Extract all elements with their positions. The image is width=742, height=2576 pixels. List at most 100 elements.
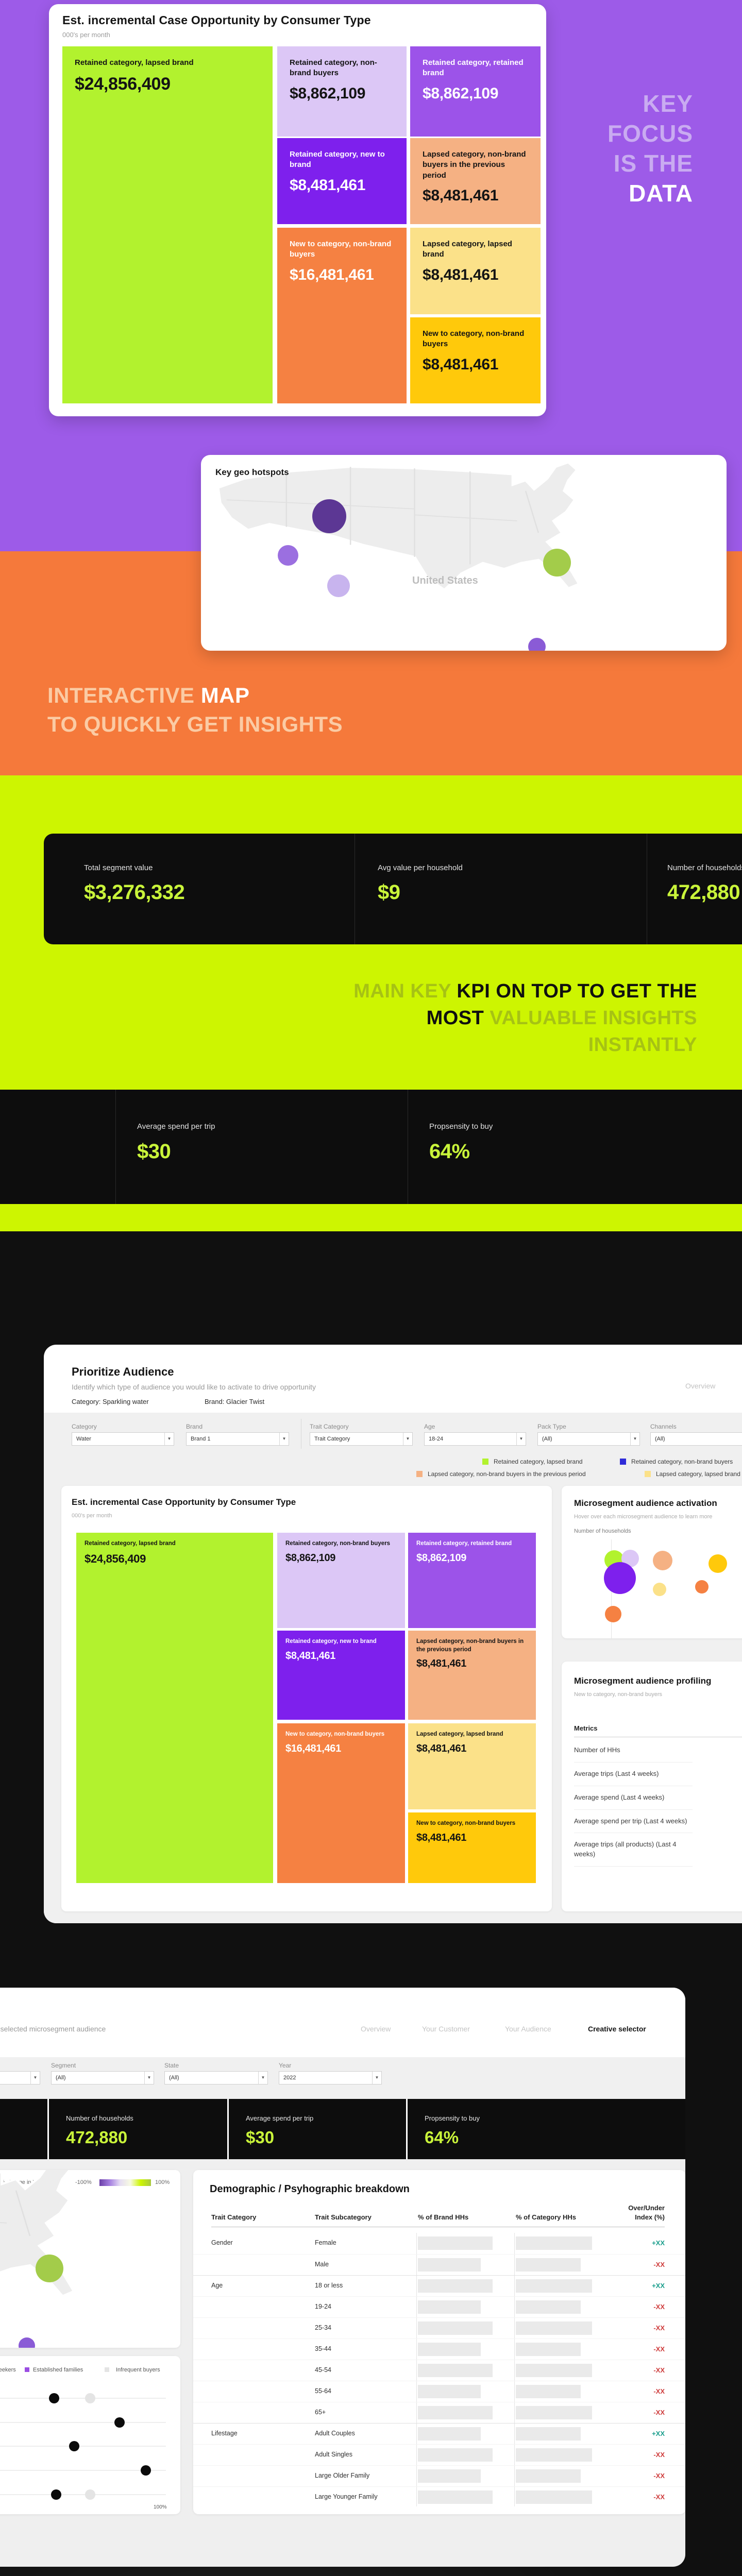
trait-subcategory: 65+: [315, 2409, 326, 2416]
filter-trait-dropdown[interactable]: Trait Category ▼: [310, 1432, 413, 1446]
chevron-down-icon: ▼: [372, 2072, 381, 2084]
treemap-block[interactable]: New to category, non-brand buyers $16,48…: [277, 228, 407, 403]
bubble: [85, 2393, 95, 2403]
treemap-block-label: Retained category, lapsed brand: [85, 1540, 176, 1547]
treemap-block[interactable]: New to category, non-brand buyers $16,48…: [277, 1723, 405, 1883]
filter-value: (All): [655, 1436, 665, 1442]
col-header: Trait Subcategory: [315, 2213, 372, 2221]
legend-label: Lapsed category, lapsed brand: [656, 1470, 740, 1478]
tab-creative-selector[interactable]: Creative selector: [588, 2025, 646, 2033]
filter-segment-dropdown[interactable]: (All) ▼: [51, 2071, 154, 2084]
bubble: [141, 2465, 151, 2476]
col-header: Trait Category: [211, 2213, 257, 2221]
treemap-block[interactable]: Retained category, new to brand $8,481,4…: [277, 138, 407, 224]
kpi-value: $30: [246, 2128, 275, 2147]
treemap-block[interactable]: Retained category, retained brand $8,862…: [410, 46, 541, 137]
filter-age-dropdown[interactable]: 18-24 ▼: [424, 1432, 526, 1446]
filter-value: (All): [542, 1436, 552, 1442]
treemap-block[interactable]: Retained category, non-brand buyers $8,8…: [277, 1533, 405, 1628]
dashboard-subtitle: Identify which type of audience you woul…: [72, 1383, 316, 1391]
trait-subcategory: 45-54: [315, 2366, 331, 2374]
map-card: % change in YoY HHP -100% 100%: [0, 2170, 180, 2348]
kpi-value: 64%: [425, 2128, 459, 2147]
treemap-block-value: $8,862,109: [290, 84, 366, 102]
treemap-block[interactable]: Lapsed category, non-brand buyers in the…: [410, 138, 541, 224]
filter-category-dropdown[interactable]: Water ▼: [72, 1432, 174, 1446]
tab-your-customer[interactable]: Your Customer: [422, 2025, 470, 2033]
filter-label: Category: [72, 1423, 97, 1430]
filter-packtype-dropdown[interactable]: (All) ▼: [537, 1432, 640, 1446]
treemap-block[interactable]: Retained category, retained brand $8,862…: [408, 1533, 536, 1628]
trait-subcategory: Male: [315, 2261, 329, 2268]
tab-overview[interactable]: Overview: [685, 1382, 716, 1390]
treemap-block-value: $8,862,109: [416, 1552, 467, 1564]
kpi-headline: MAIN KEY KPI ON TOP TO GET THE MOST VALU…: [353, 978, 697, 1058]
metric-row: Average trips (Last 4 weeks): [574, 1762, 693, 1786]
geo-bubbles: [201, 455, 727, 651]
activation-bubbles[interactable]: [562, 1486, 742, 1638]
filter-label: Pack Type: [537, 1423, 566, 1430]
filter-label: Channels: [650, 1423, 677, 1430]
map-legend-min: -100%: [75, 2179, 92, 2185]
filter-cropped-dropdown[interactable]: ▼: [0, 2071, 40, 2084]
map-headline-accent: MAP: [200, 683, 250, 707]
table-row: 25-34 -XX: [193, 2317, 685, 2338]
treemap-block[interactable]: Retained category, lapsed brand $24,856,…: [76, 1533, 273, 1883]
kpi-value: 64%: [429, 1140, 470, 1163]
legend-swatch: [416, 1471, 423, 1477]
index-value: -XX: [653, 2387, 665, 2395]
brand-hh-bar: [418, 2279, 493, 2293]
trait-subcategory: 55-64: [315, 2387, 331, 2395]
treemap-block-value: $8,481,461: [423, 266, 499, 283]
table-row: Male -XX: [193, 2254, 685, 2275]
filter-state-dropdown[interactable]: (All) ▼: [164, 2071, 268, 2084]
dot-track: [0, 2494, 166, 2495]
index-value: -XX: [653, 2261, 665, 2268]
hero-headline-line: IS THE: [613, 150, 693, 177]
filter-year-dropdown[interactable]: 2022 ▼: [279, 2071, 382, 2084]
treemap-block[interactable]: New to category, non-brand buyers $8,481…: [410, 317, 541, 403]
category-hh-bar: [516, 2258, 581, 2272]
filter-label: Trait Category: [310, 1423, 349, 1430]
treemap-block[interactable]: Lapsed category, non-brand buyers in the…: [408, 1631, 536, 1720]
treemap-block[interactable]: Lapsed category, lapsed brand $8,481,461: [410, 228, 541, 314]
treemap-block-label: Retained category, lapsed brand: [75, 58, 194, 67]
kpi-value: 472,880: [66, 2128, 128, 2147]
treemap-block-label: Retained category, non-brand buyers: [285, 1540, 390, 1547]
bubble: [312, 499, 346, 533]
treemap-block[interactable]: Retained category, lapsed brand $24,856,…: [62, 46, 273, 403]
legend-swatch: [105, 2367, 109, 2372]
tab-your-audience[interactable]: Your Audience: [505, 2025, 551, 2033]
kpi-label: Number of households: [667, 863, 742, 872]
dashboard-kpi-bar: Number of households 472,880 Average spe…: [0, 2099, 685, 2159]
filter-channels-dropdown[interactable]: (All)▼: [650, 1432, 742, 1446]
filter-label: State: [164, 2062, 179, 2069]
treemap-block-label: Lapsed category, lapsed brand: [416, 1731, 503, 1737]
treemap-block[interactable]: Lapsed category, lapsed brand $8,481,461: [408, 1723, 536, 1809]
table-row: 65+ -XX: [193, 2402, 685, 2423]
tab-overview[interactable]: Overview: [361, 2025, 391, 2033]
treemap-block[interactable]: Retained category, new to brand $8,481,4…: [277, 1631, 405, 1720]
map-headline-line2: TO QUICKLY GET INSIGHTS: [47, 712, 343, 736]
treemap-block-label: Retained category, retained brand: [416, 1540, 512, 1547]
trait-subcategory: Adult Couples: [315, 2430, 355, 2437]
treemap-block[interactable]: Retained category, non-brand buyers $8,8…: [277, 46, 407, 137]
metric-row: Number of HHs: [574, 1739, 693, 1762]
treemap-block[interactable]: New to category, non-brand buyers $8,481…: [408, 1812, 536, 1883]
bubble: [85, 2489, 95, 2500]
index-value: +XX: [652, 2282, 665, 2290]
index-value: +XX: [652, 2430, 665, 2437]
bubble: [69, 2441, 79, 2451]
dot-track: [0, 2446, 166, 2447]
category-hh-bar: [516, 2364, 592, 2377]
index-value: -XX: [653, 2451, 665, 2459]
trait-category: Age: [211, 2282, 223, 2289]
chevron-down-icon: ▼: [279, 1433, 289, 1445]
metric-row: Average trips (all products) (Last 4 wee…: [574, 1833, 693, 1867]
table-row: Lifestage Adult Couples +XX: [193, 2423, 685, 2444]
profiling-title: Microsegment audience profiling: [574, 1676, 712, 1686]
bubble: [543, 549, 571, 577]
activation-subtitle: Hover over each microsegment audience to…: [574, 1514, 713, 1520]
filter-brand-dropdown[interactable]: Brand 1 ▼: [186, 1432, 289, 1446]
